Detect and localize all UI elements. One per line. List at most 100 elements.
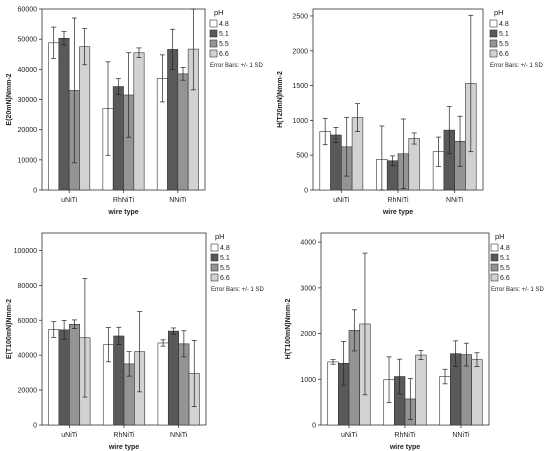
x-tick-label: uNiTi	[61, 432, 78, 439]
error-bars-note: Error Bars: +/- 1 SD	[491, 287, 545, 293]
bar-RhNiTi-ph-5.1	[112, 86, 124, 191]
legend-label: 6.6	[219, 51, 229, 58]
legend-swatch-ph-6.6	[490, 273, 499, 282]
x-tick-label: uNiTi	[333, 197, 350, 204]
legend-title: pH	[214, 8, 224, 17]
y-tick-label: 1500	[292, 83, 308, 90]
bar-NNiTi-ph-6.6	[471, 359, 483, 426]
bar-NNiTi-ph-4.8	[157, 342, 169, 426]
chart-panel-2: 0 500 1000 1500 2000 2500 H(T20mN)Nmm-2 uNiTi Rh…	[277, 8, 544, 216]
y-tick-label: 1000	[292, 118, 308, 125]
chart-panel-3: 0 20000 40000 60000 80000 100000 E(T100mN)Nmm-…	[6, 232, 265, 451]
bar-RhNiTi-ph-6.6	[133, 52, 145, 191]
x-tick-label: NNiTi	[446, 197, 464, 204]
x-tick-label: RhNiTi	[394, 432, 416, 439]
y-tick-label: 4000	[300, 240, 316, 247]
x-tick-label: uNiTi	[341, 432, 358, 439]
x-tick-label: RhNiTi	[387, 197, 409, 204]
x-tick-label: NNiTi	[452, 432, 470, 439]
legend-swatch-ph-4.8	[210, 243, 219, 252]
y-tick-label: 60000	[18, 7, 38, 14]
bar-RhNiTi-ph-5.1	[113, 335, 125, 426]
error-bars-note: Error Bars: +/- 1 SD	[210, 63, 264, 69]
y-tick-label: 80000	[18, 283, 38, 290]
legend-label: 4.8	[499, 21, 509, 28]
y-tick-label: 0	[33, 423, 37, 430]
bar-RhNiTi-ph-6.6	[415, 354, 427, 426]
y-tick-label: 2500	[292, 13, 308, 20]
legend-swatch-ph-5.5	[489, 39, 498, 48]
y-tick-label: 40000	[18, 67, 38, 74]
legend-label: 5.1	[499, 31, 509, 38]
x-axis-label: wire type	[108, 444, 139, 451]
bar-NNiTi-ph-5.1	[167, 330, 179, 426]
legend-swatch-ph-5.1	[209, 29, 218, 38]
y-tick-label: 10000	[18, 157, 38, 164]
legend-swatch-ph-6.6	[210, 273, 219, 282]
legend-label: 5.1	[220, 255, 230, 262]
legend-label: 5.5	[500, 265, 510, 272]
y-tick-label: 2000	[292, 48, 308, 55]
bar-uNiTi-ph-5.1	[58, 329, 70, 426]
legend-swatch-ph-5.5	[210, 263, 219, 272]
bar-uNiTi-ph-4.8	[327, 361, 339, 426]
legend-label: 4.8	[219, 21, 229, 28]
bar-uNiTi-ph-5.1	[330, 134, 342, 191]
bar-uNiTi-ph-5.1	[58, 37, 70, 191]
x-tick-label: uNiTi	[61, 197, 78, 204]
legend-swatch-ph-5.5	[490, 263, 499, 272]
y-tick-label: 0	[304, 188, 308, 195]
legend-swatch-ph-4.8	[489, 19, 498, 28]
x-tick-label: NNiTi	[169, 197, 187, 204]
legend-swatch-ph-6.6	[489, 49, 498, 58]
x-axis-label: wire type	[389, 444, 420, 451]
legend-title: pH	[495, 232, 505, 241]
y-tick-label: 500	[296, 153, 308, 160]
y-tick-label: 2000	[300, 331, 316, 338]
y-tick-label: 0	[312, 423, 316, 430]
x-axis-label: wire type	[107, 209, 138, 216]
legend-swatch-ph-4.8	[209, 19, 218, 28]
y-tick-label: 20000	[18, 388, 38, 395]
y-axis-label: H(T20mN)Nmm-2	[277, 71, 284, 128]
legend-swatch-ph-5.1	[210, 253, 219, 262]
y-tick-label: 40000	[18, 353, 38, 360]
y-tick-label: 50000	[18, 37, 38, 44]
legend-label: 5.5	[219, 41, 229, 48]
x-tick-label: RhNiTi	[113, 432, 135, 439]
x-axis-label: wire type	[382, 209, 413, 216]
error-bars-note: Error Bars: +/- 1 SD	[490, 63, 544, 69]
legend-swatch-ph-5.5	[209, 39, 218, 48]
legend-label: 4.8	[220, 245, 230, 252]
y-axis-label: E(T100mN)Nmm-2	[6, 299, 13, 359]
y-tick-label: 100000	[14, 248, 37, 255]
legend-title: pH	[215, 232, 225, 241]
bar-uNiTi-ph-4.8	[48, 42, 60, 191]
y-tick-label: 60000	[18, 318, 38, 325]
error-bars-note: Error Bars: +/- 1 SD	[211, 287, 265, 293]
legend-swatch-ph-5.1	[489, 29, 498, 38]
bar-uNiTi-ph-4.8	[48, 329, 60, 426]
y-tick-label: 30000	[18, 97, 38, 104]
legend-label: 5.1	[219, 31, 229, 38]
legend-label: 5.5	[220, 265, 230, 272]
y-tick-label: 0	[33, 188, 37, 195]
bar-uNiTi-ph-6.6	[79, 46, 91, 191]
y-tick-label: 3000	[300, 285, 316, 292]
legend-label: 5.1	[500, 255, 510, 262]
x-tick-label: NNiTi	[170, 432, 188, 439]
legend-title: pH	[494, 8, 504, 17]
bar-NNiTi-ph-5.5	[177, 73, 189, 191]
bar-uNiTi-ph-5.5	[69, 323, 81, 426]
legend-swatch-ph-5.1	[490, 253, 499, 262]
y-axis-label: E(20mN)Nmm-2	[6, 73, 13, 125]
y-tick-label: 20000	[18, 127, 38, 134]
legend-swatch-ph-6.6	[209, 49, 218, 58]
bar-RhNiTi-ph-6.6	[408, 138, 420, 191]
x-tick-label: RhNiTi	[113, 197, 135, 204]
legend-label: 4.8	[500, 245, 510, 252]
legend-swatch-ph-4.8	[490, 243, 499, 252]
y-axis-label: H(T100mN)Nmm-2	[285, 299, 292, 360]
bar-NNiTi-ph-5.1	[167, 49, 179, 191]
